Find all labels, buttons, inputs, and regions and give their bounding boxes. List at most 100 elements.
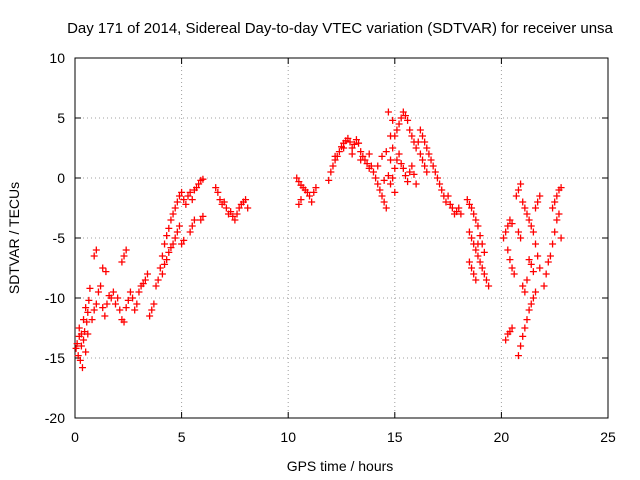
data-point <box>465 200 473 208</box>
data-point <box>540 282 548 290</box>
data-point <box>395 120 403 128</box>
data-point <box>446 200 454 208</box>
data-point <box>472 216 480 224</box>
data-point <box>455 204 463 212</box>
data-point <box>222 204 230 212</box>
data-point <box>384 108 392 116</box>
data-point <box>529 268 537 276</box>
data-point <box>340 144 348 152</box>
data-points <box>72 108 565 372</box>
data-point <box>431 168 439 176</box>
data-point <box>525 216 533 224</box>
data-point <box>384 172 392 180</box>
data-point <box>139 280 147 288</box>
data-point <box>395 150 403 158</box>
data-point <box>553 192 561 200</box>
y-tick-label: 0 <box>57 170 65 186</box>
data-point <box>163 232 171 240</box>
data-point <box>331 152 339 160</box>
data-point <box>423 168 431 176</box>
data-point <box>146 312 154 320</box>
data-point <box>229 212 237 220</box>
data-point <box>546 252 554 260</box>
data-point <box>169 240 177 248</box>
data-point <box>525 256 533 264</box>
data-point <box>114 294 122 302</box>
data-point <box>557 234 565 242</box>
data-point <box>532 288 540 296</box>
data-point <box>348 144 356 152</box>
data-point <box>216 196 224 204</box>
data-point <box>310 188 318 196</box>
y-tick-label: -10 <box>45 290 65 306</box>
data-point <box>502 336 510 344</box>
data-point <box>438 186 446 194</box>
data-point <box>389 144 397 152</box>
data-point <box>109 288 117 296</box>
data-point <box>374 162 382 170</box>
data-point <box>84 308 92 316</box>
data-point <box>534 252 542 260</box>
data-point <box>329 162 337 170</box>
data-point <box>502 228 510 236</box>
data-point <box>397 114 405 122</box>
axis-ticks: 0 5 10 15 20 25 -20 -15 -10 -5 0 5 10 <box>45 50 616 445</box>
data-point <box>141 276 149 284</box>
data-point <box>122 246 130 254</box>
data-point <box>175 192 183 200</box>
data-point <box>293 174 301 182</box>
data-point <box>433 174 441 182</box>
data-point <box>335 148 343 156</box>
x-tick-label: 0 <box>71 429 79 445</box>
data-point <box>120 252 128 260</box>
data-point <box>427 156 435 164</box>
data-point <box>536 192 544 200</box>
data-point <box>363 160 371 168</box>
data-point <box>359 152 367 160</box>
data-point <box>161 260 169 268</box>
data-point <box>508 264 516 272</box>
data-point <box>135 288 143 296</box>
data-point <box>404 116 412 124</box>
data-point <box>382 204 390 212</box>
data-point <box>510 270 518 278</box>
data-point <box>519 282 527 290</box>
data-point <box>553 216 561 224</box>
data-point <box>88 316 96 324</box>
data-point <box>425 150 433 158</box>
data-point <box>387 156 395 164</box>
data-point <box>521 324 529 332</box>
data-point <box>154 276 162 284</box>
data-point <box>476 258 484 266</box>
data-point <box>124 296 132 304</box>
data-point <box>374 180 382 188</box>
data-point <box>365 150 373 158</box>
data-point <box>85 296 93 304</box>
data-point <box>378 152 386 160</box>
data-point <box>429 162 437 170</box>
data-point <box>355 139 363 147</box>
x-tick-label: 15 <box>387 429 403 445</box>
data-point <box>416 126 424 134</box>
data-point <box>472 246 480 254</box>
data-point <box>367 162 375 170</box>
data-point <box>391 164 399 172</box>
data-point <box>514 228 522 236</box>
data-point <box>521 288 529 296</box>
data-point <box>195 180 203 188</box>
data-point <box>346 138 354 146</box>
data-point <box>527 300 535 308</box>
data-point <box>178 188 186 196</box>
data-point <box>167 244 175 252</box>
x-tick-label: 25 <box>600 429 616 445</box>
data-point <box>506 328 514 336</box>
data-point <box>387 180 395 188</box>
data-point <box>118 258 126 266</box>
data-point <box>542 270 550 278</box>
data-point <box>521 204 529 212</box>
data-point <box>178 240 186 248</box>
x-tick-label: 10 <box>280 429 296 445</box>
data-point <box>527 260 535 268</box>
data-point <box>297 196 305 204</box>
